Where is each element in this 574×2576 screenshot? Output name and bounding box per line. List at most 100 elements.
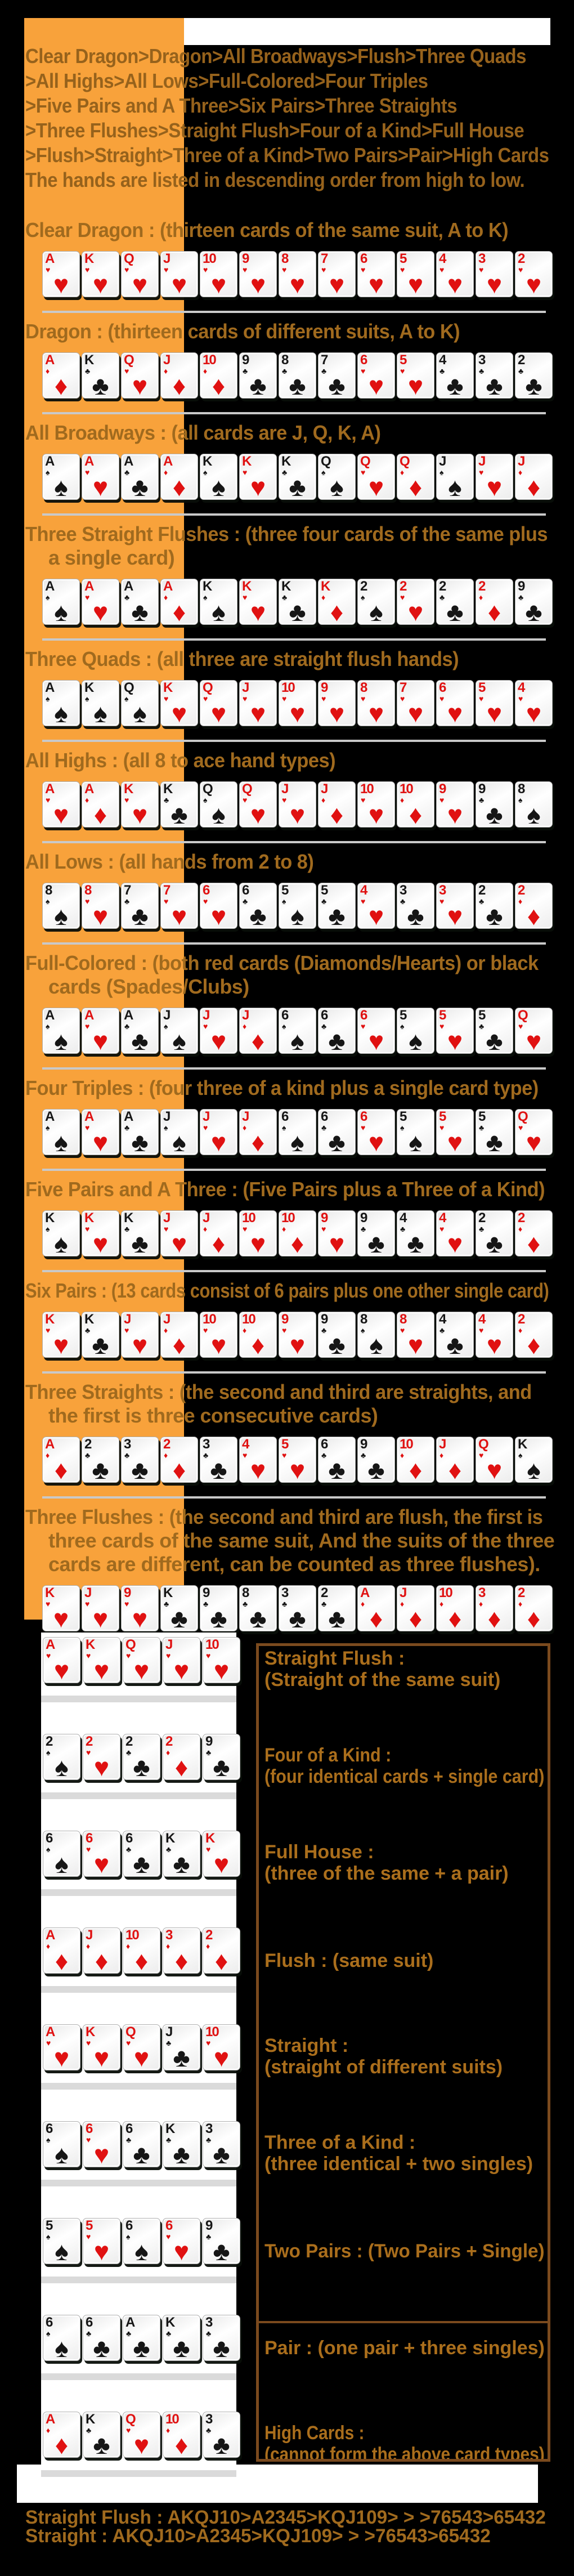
card-suit-big-icon: ♥ [210, 1026, 227, 1056]
card-rank: 10 [203, 352, 217, 368]
card-suit-small-icon: ♦ [164, 593, 168, 602]
card-rank: 5 [281, 883, 289, 898]
card-rank: K [242, 454, 252, 469]
playing-card: 8 ♥ ♥ [279, 251, 316, 299]
card-suit-small-icon: ♥ [361, 1022, 366, 1031]
card-suit-small-icon: ♣ [206, 2135, 212, 2144]
playing-card: 2 ♦ ♦ [515, 1585, 553, 1633]
card-rank: J [518, 454, 525, 469]
card-suit-small-icon: ♦ [86, 1942, 91, 1951]
playing-card: 6 ♣ ♣ [239, 883, 277, 931]
card-rank: J [281, 781, 289, 797]
card-suit-big-icon: ♣ [133, 2333, 150, 2363]
card-rank: 8 [360, 1312, 367, 1327]
card-rank: A [45, 1109, 55, 1124]
card-rank: K [518, 1437, 527, 1452]
card-suit-big-icon: ♣ [525, 371, 542, 400]
card-rank: J [242, 1109, 249, 1124]
card-suit-big-icon: ♦ [448, 1455, 462, 1484]
card-suit-small-icon: ♥ [46, 1599, 51, 1608]
card-row: 6 ♠ ♠ 6 ♥ ♥ 6 ♣ ♣ K ♣ ♣ 3 ♣ ♣ [43, 2121, 240, 2171]
footer-ranking-lines: Straight Flush : AKQJ10>A2345>KQJ109> > … [25, 2508, 557, 2546]
playing-card: 6 ♣ ♣ [318, 1008, 356, 1056]
card-suit-small-icon: ♥ [518, 1123, 523, 1132]
card-suit-big-icon: ♥ [407, 371, 424, 400]
card-rank: 8 [281, 251, 289, 266]
card-rank: K [84, 680, 94, 695]
card-suit-big-icon: ♥ [407, 1330, 424, 1359]
playing-card: 4 ♥ ♥ [436, 251, 474, 299]
card-suit-big-icon: ♣ [289, 1604, 306, 1633]
playing-card: A ♣ ♣ [123, 2315, 160, 2363]
playing-card: 4 ♣ ♣ [397, 1210, 434, 1258]
playing-card: Q ♥ ♥ [357, 454, 395, 502]
card-suit-small-icon: ♥ [440, 1022, 445, 1031]
card-suit-big-icon: ♥ [171, 270, 187, 299]
card-suit-big-icon: ♣ [92, 1330, 109, 1359]
card-rank: J [203, 1008, 210, 1023]
card-rank: 3 [205, 2121, 213, 2136]
playing-card: 3 ♣ ♣ [397, 883, 434, 931]
card-rank: 10 [125, 1927, 140, 1943]
card-rank: Q [203, 781, 213, 797]
playing-card: Q ♥ ♥ [123, 2412, 160, 2459]
card-suit-big-icon: ♦ [251, 1026, 265, 1056]
card-rank: A [84, 579, 94, 594]
card-suit-small-icon: ♠ [46, 468, 50, 477]
card-rank: 5 [439, 1109, 446, 1124]
card-suit-big-icon: ♥ [486, 1330, 503, 1359]
card-suit-small-icon: ♣ [85, 366, 91, 375]
card-rank: 6 [86, 2315, 93, 2330]
card-suit-big-icon: ♠ [54, 1026, 68, 1056]
card-suit-small-icon: ♠ [203, 468, 208, 477]
playing-card: J ♥ ♥ [476, 454, 513, 502]
card-rank: 9 [518, 579, 525, 594]
playing-card: 5 ♠ ♠ [43, 2218, 80, 2266]
card-suit-big-icon: ♦ [409, 472, 423, 502]
card-suit-big-icon: ♣ [133, 1849, 150, 1879]
card-suit-big-icon: ♥ [486, 472, 503, 502]
card-suit-big-icon: ♥ [250, 597, 266, 627]
card-row: K ♥ ♥ J ♥ ♥ 9 ♥ ♥ K ♣ ♣ 9 ♣ ♣ 8 ♣ ♣ 3 ♣ ♣ 2 ♣ ♣ A ♦ ♦ J ♦ ♦ 10 ♦ ♦ 3 ♦ ♦ 2 ♦ ♦ [42, 1585, 574, 1635]
card-suit-small-icon: ♦ [46, 1942, 51, 1951]
card-rank: Q [321, 454, 331, 469]
playing-card: 6 ♠ ♠ [43, 2315, 80, 2363]
section-three-quads: Three Quads : (all three are straight fl… [0, 647, 574, 742]
card-rank: J [400, 1585, 407, 1600]
card-suit-small-icon: ♥ [164, 897, 169, 906]
card-suit-big-icon: ♠ [172, 1128, 186, 1157]
card-suit-big-icon: ♣ [328, 371, 346, 400]
card-suit-small-icon: ♠ [46, 1748, 51, 1757]
card-suit-big-icon: ♣ [213, 1752, 230, 1782]
card-suit-big-icon: ♣ [486, 901, 503, 931]
card-row: 6 ♠ ♠ 6 ♣ ♣ A ♣ ♣ K ♣ ♣ 3 ♣ ♣ [43, 2315, 240, 2364]
intro-line: >Flush>Straight>Three of a Kind>Two Pair… [25, 144, 549, 167]
card-suit-big-icon: ♥ [368, 901, 384, 931]
card-suit-small-icon: ♦ [518, 1599, 523, 1608]
playing-card: J ♦ ♦ [515, 454, 553, 502]
card-suit-big-icon: ♣ [407, 901, 424, 931]
card-rank: 5 [439, 1008, 446, 1023]
card-suit-small-icon: ♣ [166, 2329, 172, 2338]
card-suit-big-icon: ♣ [289, 472, 306, 502]
card-suit-big-icon: ♥ [329, 699, 345, 728]
card-suit-big-icon: ♦ [174, 1752, 189, 1782]
card-rank: 4 [400, 1210, 407, 1226]
playing-card: Q ♠ ♠ [121, 680, 159, 728]
card-suit-small-icon: ♥ [321, 694, 326, 703]
card-suit-big-icon: ♣ [328, 901, 346, 931]
card-row: A ♥ ♥ K ♥ ♥ Q ♥ ♥ J ♥ ♥ 10 ♥ ♥ 9 ♥ ♥ 8 ♥ ♥ 7 ♥ ♥ 6 ♥ ♥ 5 ♥ ♥ 4 ♥ ♥ 3 ♥ ♥ 2 ♥ ♥ [42, 251, 574, 301]
card-rank: 4 [518, 680, 525, 695]
playing-card: 10 ♥ ♥ [203, 2024, 240, 2072]
playing-card: 5 ♠ ♠ [397, 1008, 434, 1056]
card-suit-small-icon: ♥ [440, 1123, 445, 1132]
card-suit-big-icon: ♥ [133, 1656, 150, 1685]
playing-card: 3 ♣ ♣ [200, 1437, 237, 1484]
card-suit-big-icon: ♣ [171, 800, 188, 829]
playing-card: 7 ♣ ♣ [318, 352, 356, 400]
playing-card: J ♦ ♦ [83, 1927, 120, 1975]
playing-card: 2 ♠ ♠ [357, 579, 395, 627]
card-suit-big-icon: ♥ [407, 699, 424, 728]
card-row: A ♠ ♠ A ♥ ♥ A ♣ ♣ A ♦ ♦ K ♠ ♠ K ♥ ♥ K ♣ ♣ Q ♠ ♠ Q ♥ ♥ Q ♦ ♦ J ♠ ♠ J ♥ ♥ J ♦ ♦ [42, 454, 574, 503]
card-suit-small-icon: ♥ [85, 1224, 90, 1233]
